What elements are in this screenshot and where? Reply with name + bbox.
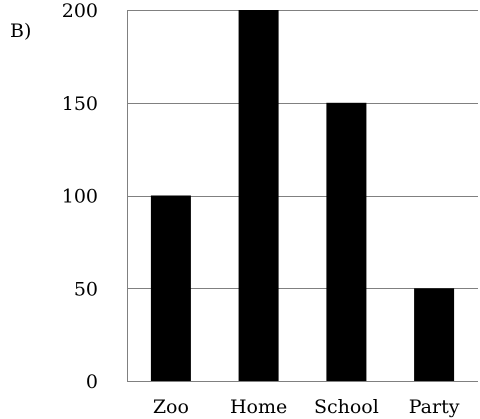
y-tick-label-100: 100 — [62, 186, 98, 208]
y-tick-label-200: 200 — [62, 0, 98, 22]
bar-school — [326, 102, 367, 382]
y-tick-label-150: 150 — [62, 93, 98, 115]
y-tick-label-0: 0 — [86, 371, 98, 393]
x-tick-labels: Zoo Home School Party — [153, 396, 460, 418]
bar-zoo — [150, 195, 191, 381]
x-tick-label-zoo: Zoo — [153, 396, 189, 418]
axes — [127, 10, 478, 382]
x-tick-label-party: Party — [409, 396, 460, 418]
bars — [150, 10, 455, 382]
panel-label: B) — [10, 20, 31, 42]
y-tick-label-50: 50 — [74, 278, 98, 300]
y-tick-labels: 0 50 100 150 200 — [62, 0, 98, 393]
bar-home — [238, 10, 279, 381]
x-tick-label-school: School — [314, 396, 379, 418]
bar-party — [414, 288, 455, 382]
x-tick-label-home: Home — [230, 396, 287, 418]
